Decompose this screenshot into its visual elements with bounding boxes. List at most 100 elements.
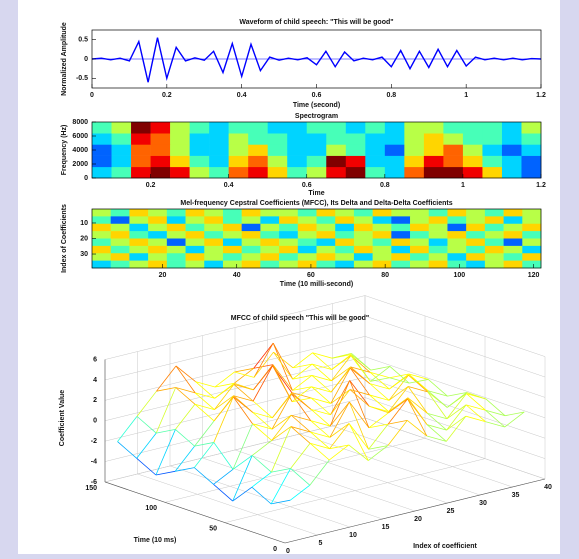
heat-cell	[241, 209, 261, 217]
mesh-edge	[312, 352, 333, 359]
mesh-edge	[232, 455, 253, 470]
heat-cell	[260, 231, 280, 239]
heat-cell	[248, 166, 268, 179]
heat-cell	[189, 122, 210, 134]
heat-cell	[129, 209, 149, 217]
mesh-edge	[370, 366, 390, 371]
mesh-edge	[369, 383, 390, 401]
mesh-edge	[251, 471, 272, 488]
heat-cell	[185, 216, 205, 225]
heat-cell	[410, 253, 430, 261]
heat-cell	[204, 260, 224, 269]
heat-cell	[484, 231, 504, 239]
figure-background	[18, 0, 560, 554]
mesh-edge	[311, 386, 332, 404]
mesh-edge	[251, 486, 272, 505]
mesh-edge	[330, 389, 351, 404]
y-axis-label: Index of Coefficients	[61, 204, 68, 273]
heat-cell	[326, 155, 347, 168]
mesh-edge	[155, 387, 177, 434]
heat-cell	[353, 253, 373, 261]
heat-cell	[503, 245, 523, 254]
heat-cell	[345, 155, 366, 168]
heat-cell	[204, 253, 224, 261]
mesh-edge	[427, 391, 448, 420]
heat-cell	[297, 216, 317, 225]
x-tick-label: 1.2	[536, 92, 546, 99]
heat-cell	[222, 260, 242, 269]
mesh-edge	[329, 444, 349, 450]
heat-cell	[204, 223, 224, 232]
mesh-edge	[234, 371, 255, 378]
heat-cell	[209, 166, 229, 179]
heat-cell	[241, 231, 261, 239]
mesh-edge	[331, 366, 351, 382]
heat-cell	[260, 223, 280, 232]
heat-cell	[297, 231, 317, 239]
heat-cell	[462, 133, 483, 145]
heat-cell	[428, 231, 448, 239]
mesh-edge	[292, 375, 313, 391]
grid-line	[364, 336, 546, 398]
mesh-edge	[271, 499, 291, 505]
mesh-edge	[311, 397, 331, 416]
heat-cell	[372, 216, 392, 225]
heat-cell	[129, 253, 149, 261]
heat-cell	[521, 166, 542, 179]
mesh-edge	[175, 387, 196, 394]
heat-cell	[287, 155, 308, 168]
x-tick-label: 40	[544, 484, 552, 491]
z-tick-label: -4	[91, 458, 97, 465]
mesh-edge	[329, 444, 350, 461]
mesh-edge	[273, 351, 294, 369]
mesh-edge	[290, 468, 311, 486]
mesh-edge	[175, 403, 196, 430]
heat-cell	[148, 253, 168, 261]
heat-cell	[222, 216, 242, 225]
mesh-edge	[446, 392, 467, 408]
heat-cell	[111, 144, 132, 156]
heat-cell	[484, 238, 504, 247]
heat-cell	[384, 155, 405, 168]
mesh-edge	[408, 373, 429, 392]
heat-cell	[384, 122, 405, 134]
heat-cell	[267, 166, 288, 179]
heat-cell	[166, 216, 186, 225]
mesh-edge	[330, 367, 351, 404]
heat-cell	[384, 133, 405, 145]
mesh-edge	[350, 366, 371, 384]
mesh-edge	[214, 382, 235, 388]
mesh-edge	[312, 352, 332, 370]
heat-cell	[447, 260, 467, 269]
heat-cell	[484, 260, 504, 269]
grid-line	[364, 417, 546, 480]
mesh-edge	[213, 442, 234, 470]
z-tick-label: 4	[93, 377, 97, 384]
heat-cell	[384, 144, 405, 156]
x-tick-label: 40	[233, 272, 241, 279]
chart-title: MFCC of child speech "This will be good"	[231, 315, 369, 322]
heat-cell	[428, 209, 448, 217]
mesh-edge	[272, 342, 293, 391]
x-tick-label: 10	[349, 532, 357, 539]
heat-cell	[170, 166, 190, 179]
mesh-edge	[253, 342, 274, 378]
heat-cell	[503, 223, 523, 232]
mesh-edge	[427, 390, 448, 408]
heat-cell	[92, 122, 112, 134]
heat-cell	[335, 223, 355, 232]
mesh-edge	[193, 442, 215, 468]
heat-cell	[148, 231, 168, 239]
mesh-edge	[233, 395, 254, 413]
mesh-edge	[331, 354, 352, 370]
y-tick-label: 100	[145, 505, 157, 512]
mesh-edge	[368, 423, 389, 450]
mesh-edge	[330, 389, 351, 415]
mesh-edge	[446, 404, 467, 420]
heat-cell	[222, 223, 242, 232]
heat-cell	[443, 155, 464, 168]
heat-cell	[353, 223, 373, 232]
heat-cell	[92, 223, 112, 232]
mesh-edge	[309, 442, 330, 450]
mesh-edge	[251, 455, 272, 473]
